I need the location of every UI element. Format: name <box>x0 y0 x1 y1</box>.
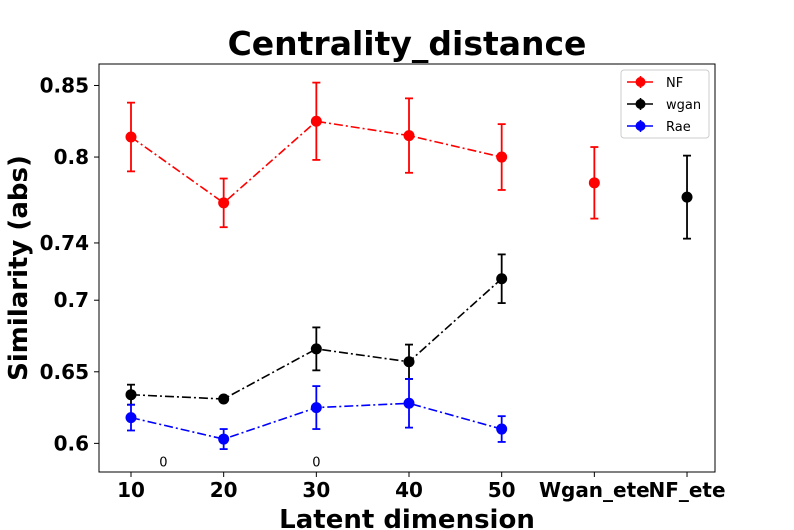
series-rae-point <box>125 412 137 424</box>
x-axis-label: Latent dimension <box>279 505 535 530</box>
legend-rae-label: Rae <box>666 120 691 135</box>
annotation-zero: 0 <box>159 455 167 470</box>
legend-nf-marker <box>635 77 646 87</box>
y-tick-label: 0.7 <box>54 288 89 312</box>
series-nf-point <box>403 130 415 142</box>
y-axis-ticks: 0.6 0.65 0.7 0.74 0.8 0.85 <box>40 73 99 455</box>
series-rae-point <box>218 433 230 445</box>
series-nf-point <box>496 151 508 163</box>
annotation-zero: 0 <box>312 455 320 470</box>
series-nf-point <box>588 177 600 189</box>
x-tick-label: NF_ete <box>648 478 725 502</box>
series-nf-line <box>130 120 502 204</box>
x-tick-label: 20 <box>210 478 238 502</box>
series-wgan-point <box>496 273 508 285</box>
series-rae-point <box>310 402 322 414</box>
series-nf-point <box>125 131 137 143</box>
y-tick-label: 0.74 <box>40 231 89 255</box>
series-nf-point <box>310 115 322 127</box>
x-tick-label: 10 <box>117 478 145 502</box>
x-tick-label: 30 <box>302 478 330 502</box>
y-tick-label: 0.65 <box>40 360 89 384</box>
x-tick-label: 40 <box>395 478 423 502</box>
y-tick-label: 0.8 <box>54 145 89 169</box>
series-wgan-point <box>125 389 137 401</box>
legend-nf-label: NF <box>666 76 683 91</box>
series-wgan-point <box>310 343 322 355</box>
series-wgan-point <box>218 393 230 405</box>
y-tick-label: 0.85 <box>40 73 89 97</box>
series-wgan-point <box>681 191 693 203</box>
legend-wgan-label: wgan <box>666 98 701 113</box>
series-layer <box>125 81 693 450</box>
x-tick-label: Wgan_ete <box>539 478 650 502</box>
series-nf-point <box>218 197 230 209</box>
legend-rae-marker <box>635 121 646 131</box>
x-tick-label: 50 <box>488 478 516 502</box>
chart-title: Centrality_distance <box>228 24 587 63</box>
legend-wgan-marker <box>635 99 646 109</box>
plot-frame <box>98 63 716 473</box>
series-wgan-point <box>403 356 415 368</box>
y-tick-label: 0.6 <box>54 431 89 455</box>
series-nf <box>125 81 600 229</box>
legend: NF wgan Rae <box>620 69 710 139</box>
series-rae <box>125 378 508 450</box>
legend-frame <box>620 69 710 139</box>
y-axis-label: Similarity (abs) <box>4 155 34 381</box>
series-rae-point <box>403 397 415 409</box>
series-rae-point <box>496 423 508 435</box>
